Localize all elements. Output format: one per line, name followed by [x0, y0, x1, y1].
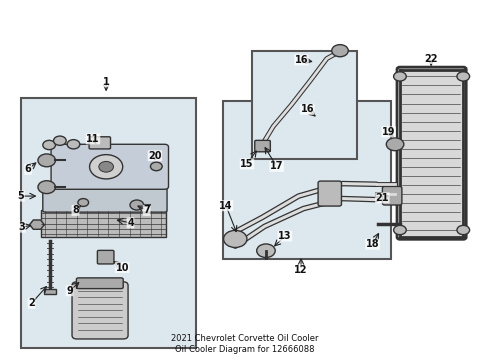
Polygon shape — [30, 220, 44, 229]
Circle shape — [67, 140, 80, 149]
Text: 17: 17 — [270, 161, 283, 171]
Text: 6: 6 — [25, 164, 31, 174]
Circle shape — [150, 162, 162, 171]
FancyBboxPatch shape — [223, 102, 391, 258]
Text: 2: 2 — [28, 298, 35, 308]
Text: 20: 20 — [148, 151, 162, 161]
Circle shape — [38, 181, 55, 194]
Circle shape — [393, 225, 406, 235]
Text: 11: 11 — [86, 134, 100, 144]
FancyBboxPatch shape — [98, 250, 114, 264]
FancyBboxPatch shape — [44, 289, 56, 294]
Text: 4: 4 — [127, 218, 134, 228]
FancyBboxPatch shape — [397, 67, 466, 239]
Circle shape — [457, 225, 469, 235]
Text: 21: 21 — [376, 193, 389, 203]
Text: 18: 18 — [366, 239, 379, 249]
Text: 16: 16 — [300, 104, 314, 114]
Text: 16: 16 — [295, 55, 308, 65]
Text: 3: 3 — [19, 222, 25, 232]
Circle shape — [53, 136, 66, 145]
Text: 7: 7 — [143, 205, 150, 215]
Circle shape — [130, 200, 144, 210]
Circle shape — [223, 230, 247, 248]
FancyBboxPatch shape — [382, 186, 402, 205]
Circle shape — [78, 199, 89, 206]
FancyBboxPatch shape — [41, 210, 166, 237]
FancyBboxPatch shape — [21, 98, 196, 348]
Text: 13: 13 — [278, 231, 292, 241]
FancyBboxPatch shape — [252, 51, 357, 158]
FancyBboxPatch shape — [76, 278, 123, 289]
Circle shape — [393, 72, 406, 81]
Text: 22: 22 — [424, 54, 438, 64]
Circle shape — [332, 45, 348, 57]
Circle shape — [99, 161, 114, 172]
Text: 9: 9 — [66, 286, 73, 296]
Text: 14: 14 — [219, 201, 233, 211]
Text: 2021 Chevrolet Corvette Oil Cooler
Oil Cooler Diagram for 12666088: 2021 Chevrolet Corvette Oil Cooler Oil C… — [171, 333, 319, 354]
Text: 10: 10 — [116, 262, 129, 273]
FancyBboxPatch shape — [255, 140, 270, 152]
FancyBboxPatch shape — [72, 282, 128, 339]
Text: 5: 5 — [18, 191, 24, 201]
Text: 19: 19 — [382, 127, 395, 137]
Text: 8: 8 — [72, 205, 79, 215]
Circle shape — [38, 154, 55, 167]
Text: 15: 15 — [240, 159, 254, 169]
FancyBboxPatch shape — [51, 144, 169, 189]
Circle shape — [43, 140, 55, 150]
Circle shape — [90, 155, 122, 179]
FancyBboxPatch shape — [43, 185, 167, 212]
FancyBboxPatch shape — [318, 181, 342, 206]
Text: 12: 12 — [294, 265, 308, 275]
Circle shape — [457, 72, 469, 81]
FancyBboxPatch shape — [89, 137, 111, 149]
Circle shape — [386, 138, 404, 151]
Circle shape — [257, 244, 275, 257]
Text: 1: 1 — [103, 77, 110, 87]
